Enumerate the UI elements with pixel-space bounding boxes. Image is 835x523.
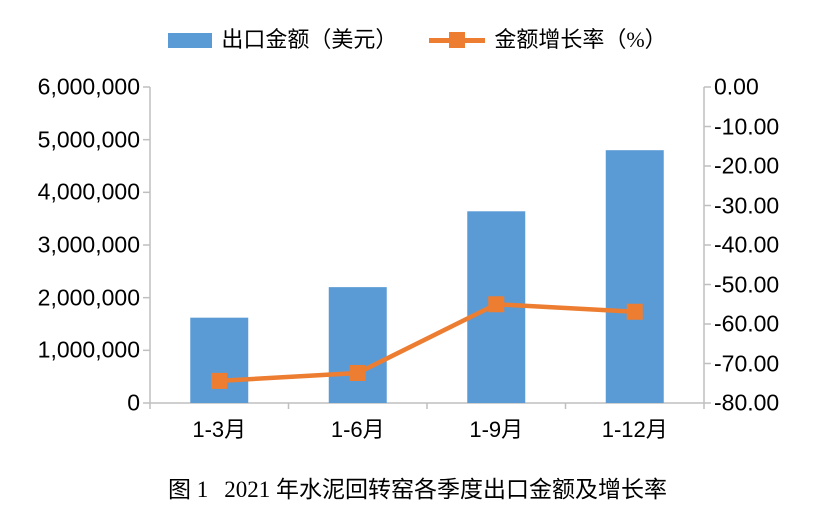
bar-1-6月 xyxy=(328,287,387,403)
growth-rate-line xyxy=(219,301,635,384)
line-marker-1-12月 xyxy=(626,303,643,320)
line-series-swatch-icon xyxy=(429,31,486,49)
left-axis-tick-label: 3,000,000 xyxy=(37,231,140,258)
bar-series-swatch-icon xyxy=(168,32,213,48)
legend-label-export-amount: 出口金额（美元） xyxy=(221,27,398,52)
legend-item-export-amount: 出口金额（美元） xyxy=(168,29,397,51)
left-axis-tick-label: 0 xyxy=(127,389,140,416)
x-axis-category-label: 1-6月 xyxy=(330,417,385,442)
x-axis-category-label: 1-3月 xyxy=(192,417,247,442)
line-marker-1-3月 xyxy=(211,372,228,389)
right-axis-tick-label: -70.00 xyxy=(714,350,780,376)
legend-item-growth-rate: 金额增长率（%） xyxy=(429,27,667,52)
x-axis-category-label: 1-9月 xyxy=(469,417,524,442)
right-axis-tick-label: -30.00 xyxy=(714,192,780,218)
right-axis-tick-label: -10.00 xyxy=(714,113,780,139)
bar-1-12月 xyxy=(605,150,664,403)
right-axis-tick-label: -20.00 xyxy=(714,152,780,179)
chart-legend: 出口金额（美元） 金额增长率（%） xyxy=(0,26,835,54)
right-axis-tick-label: -40.00 xyxy=(714,231,780,258)
right-axis-tick-label: -50.00 xyxy=(714,271,780,297)
figure-caption: 图 1 2021 年水泥回转窑各季度出口金额及增长率 xyxy=(0,470,835,504)
line-marker-1-9月 xyxy=(488,296,505,313)
left-axis-tick-label: 6,000,000 xyxy=(37,73,140,100)
legend-label-growth-rate: 金额增长率（%） xyxy=(494,27,667,52)
left-axis-tick-label: 4,000,000 xyxy=(37,178,140,205)
right-axis-tick-label: -60.00 xyxy=(714,310,780,337)
left-axis-tick-label: 2,000,000 xyxy=(37,284,140,311)
bar-1-3月 xyxy=(190,317,249,403)
x-axis-category-label: 1-12月 xyxy=(601,417,668,442)
right-axis-tick-label: 0.00 xyxy=(714,73,759,100)
figure-caption-number: 图 1 xyxy=(168,477,209,502)
left-axis-tick-label: 1,000,000 xyxy=(37,336,140,363)
figure-caption-text: 2021 年水泥回转窑各季度出口金额及增长率 xyxy=(224,477,667,502)
right-axis-tick-label: -80.00 xyxy=(714,389,780,416)
line-swatch-marker xyxy=(449,32,466,48)
left-axis-tick-label: 5,000,000 xyxy=(37,126,140,153)
line-marker-1-6月 xyxy=(349,364,366,381)
